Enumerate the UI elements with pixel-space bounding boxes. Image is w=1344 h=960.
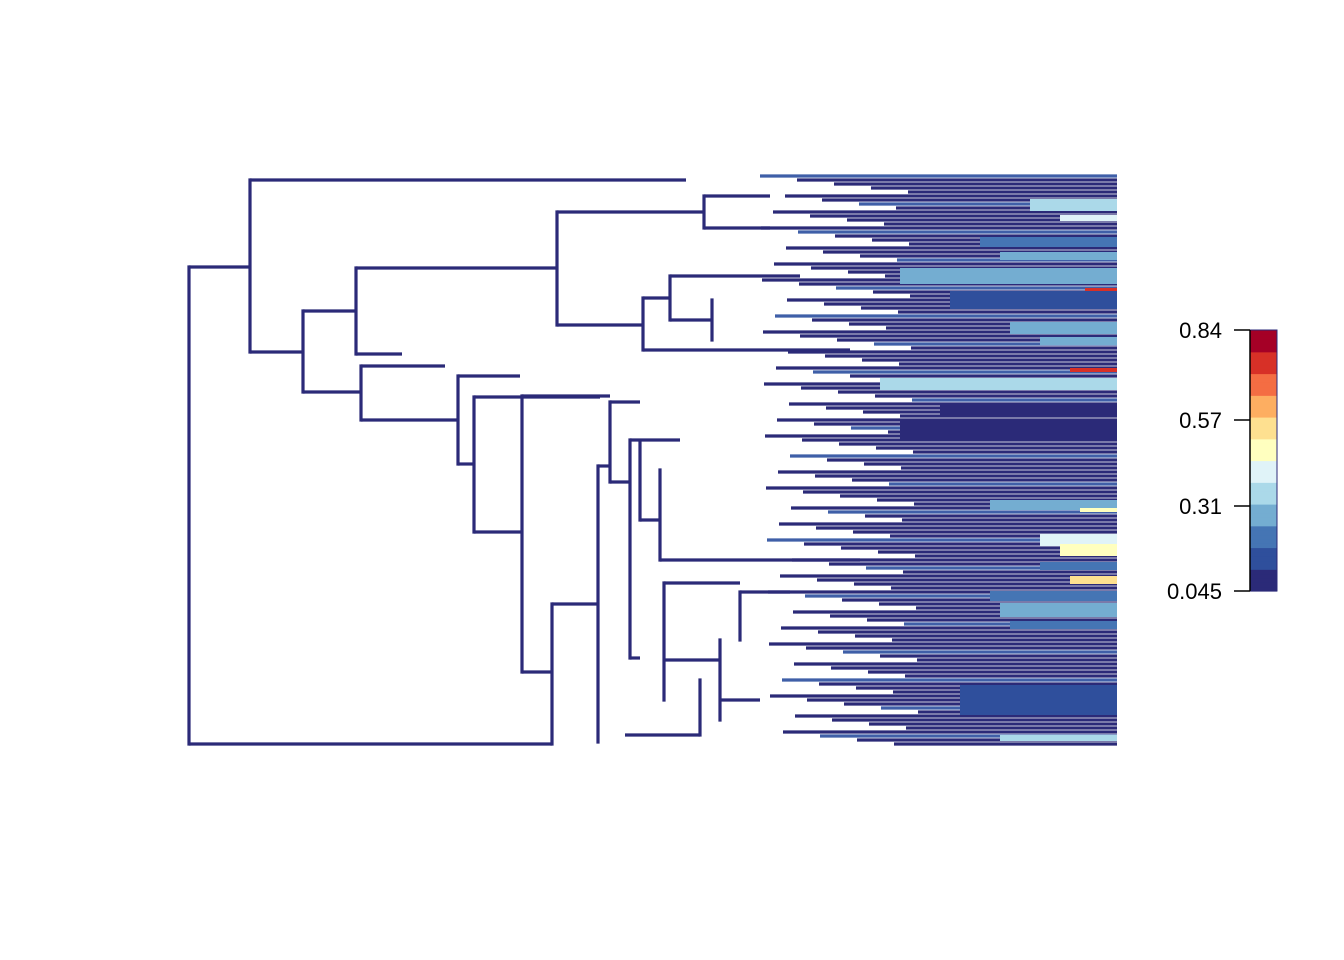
tip-rate-block (960, 685, 1117, 715)
color-legend-swatch (1250, 499, 1277, 505)
color-legend-swatch (1250, 434, 1277, 440)
tip-rate-block (1060, 215, 1117, 221)
color-legend: 0.84 0.57 0.31 0.045 (1167, 318, 1278, 604)
color-legend-swatch (1250, 530, 1277, 536)
color-legend-swatch (1250, 547, 1277, 553)
color-legend-swatch (1250, 464, 1277, 470)
color-legend-swatch (1250, 573, 1277, 579)
tip-rate-block (1060, 544, 1117, 556)
legend-tick-label: 0.57 (1179, 408, 1222, 433)
legend-tick-0: 0.84 (1179, 318, 1250, 343)
tip-rate-block (1070, 368, 1117, 372)
tip-rate-block (900, 268, 1117, 284)
tip-rate-block (1070, 576, 1117, 584)
legend-tick-label: 0.84 (1179, 318, 1222, 343)
color-legend-swatch (1250, 521, 1277, 527)
color-legend-swatch (1250, 473, 1277, 479)
color-legend-swatch (1250, 556, 1277, 562)
tip-rate-block (980, 237, 1117, 247)
tip-rate-block (1000, 252, 1117, 260)
tip-rate-block (1040, 534, 1117, 546)
tip-rate-block (900, 420, 1117, 440)
tip-rate-band (880, 199, 1117, 741)
tip-rate-block (1000, 603, 1117, 617)
color-legend-swatch (1250, 486, 1277, 492)
color-legend-swatch (1250, 382, 1277, 388)
color-legend-swatch (1250, 347, 1277, 353)
color-legend-swatch (1250, 469, 1277, 475)
tip-rate-block (1030, 199, 1117, 211)
tip-rate-block (1085, 288, 1117, 292)
legend-tick-2: 0.31 (1179, 494, 1250, 519)
color-legend-swatch (1250, 351, 1277, 357)
color-legend-swatch (1250, 343, 1277, 348)
color-legend-swatch (1250, 447, 1277, 453)
phylogenetic-tree (187, 174, 1117, 746)
color-legend-swatch (1250, 356, 1277, 362)
color-legend-swatch (1250, 586, 1277, 592)
color-legend-swatch (1250, 582, 1277, 588)
color-legend-swatch (1250, 338, 1277, 344)
color-legend-swatch (1250, 504, 1277, 509)
color-legend-swatch (1250, 490, 1277, 496)
tip-rate-block (880, 378, 1117, 390)
color-legend-swatch (1250, 577, 1277, 583)
color-legend-swatch (1250, 430, 1277, 435)
color-legend-swatch (1250, 538, 1277, 544)
color-legend-swatch (1250, 412, 1277, 418)
color-legend-swatch (1250, 477, 1277, 483)
color-legend-swatch (1250, 403, 1277, 409)
color-legend-swatch (1250, 390, 1277, 396)
tip-rate-block (1080, 508, 1117, 512)
color-legend-swatch (1250, 330, 1277, 335)
color-legend-swatch (1250, 364, 1277, 370)
color-legend-swatch (1250, 560, 1277, 566)
color-legend-swatch (1250, 517, 1277, 522)
tip-rate-block (940, 403, 1117, 417)
tip-rate-block (1010, 322, 1117, 334)
color-legend-swatch (1250, 369, 1277, 375)
color-legend-swatch (1250, 360, 1277, 366)
color-legend-swatch (1250, 438, 1277, 444)
color-legend-swatch (1250, 569, 1277, 575)
color-legend-swatch (1250, 564, 1277, 570)
color-legend-swatch (1250, 495, 1277, 501)
color-legend-swatch (1250, 425, 1277, 431)
color-legend-swatch (1250, 395, 1277, 401)
color-legend-swatch (1250, 512, 1277, 518)
tip-rate-block (1010, 621, 1117, 629)
tip-rate-block (990, 500, 1117, 510)
legend-tick-1: 0.57 (1179, 408, 1250, 433)
color-legend-swatch (1250, 508, 1277, 514)
color-legend-swatch (1250, 451, 1277, 457)
color-legend-swatch (1250, 525, 1277, 531)
color-legend-swatch (1250, 377, 1277, 383)
legend-tick-label: 0.31 (1179, 494, 1222, 519)
tip-rate-block (1040, 562, 1117, 570)
tip-rate-block (990, 591, 1117, 601)
color-legend-swatch (1250, 543, 1277, 549)
tip-rate-block (1000, 735, 1117, 741)
tip-rate-block (950, 291, 1117, 309)
color-legend-swatch (1250, 417, 1277, 422)
tip-rate-block (1040, 337, 1117, 345)
color-legend-swatch (1250, 551, 1277, 557)
color-legend-swatch (1250, 399, 1277, 405)
color-legend-swatch (1250, 386, 1277, 392)
color-legend-swatch (1250, 373, 1277, 379)
legend-tick-label: 0.045 (1167, 579, 1222, 604)
legend-tick-3: 0.045 (1167, 579, 1250, 604)
color-legend-swatch (1250, 456, 1277, 462)
color-legend-swatch (1250, 334, 1277, 340)
color-legend-swatch (1250, 421, 1277, 427)
color-legend-swatch (1250, 443, 1277, 449)
color-legend-swatch (1250, 460, 1277, 466)
color-legend-swatch (1250, 534, 1277, 540)
color-legend-gradient (1250, 330, 1277, 592)
color-legend-swatch (1250, 482, 1277, 488)
color-legend-swatch (1250, 408, 1277, 414)
